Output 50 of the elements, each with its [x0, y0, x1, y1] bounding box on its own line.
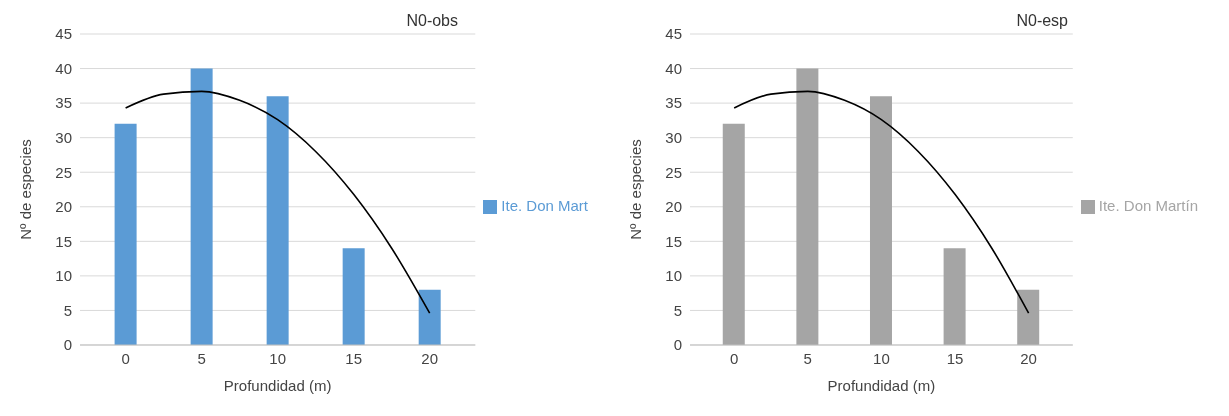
y-tick-label: 20 [665, 198, 682, 216]
bar [796, 68, 819, 345]
legend-label: Ite. Don Mart [501, 196, 588, 214]
x-tick-label: 10 [269, 349, 286, 367]
y-tick-label: 10 [55, 267, 72, 285]
chart-title: N0-esp [1016, 12, 1068, 30]
x-tick-label: 0 [121, 349, 130, 367]
x-tick-label: 5 [803, 349, 812, 367]
y-tick-label: 25 [665, 163, 682, 181]
bar [943, 248, 966, 345]
y-tick-label: 35 [665, 94, 682, 112]
y-tick-label: 40 [55, 59, 72, 77]
y-tick-label: 45 [665, 25, 682, 43]
legend-label: Ite. Don Martín [1098, 196, 1198, 214]
y-tick-label: 15 [665, 232, 682, 250]
y-tick-label: 35 [55, 94, 72, 112]
bar [342, 248, 365, 345]
line-series [124, 90, 431, 315]
y-tick-label: 30 [665, 128, 682, 146]
y-tick-label: 0 [63, 336, 72, 354]
y-tick-label: 45 [55, 25, 72, 43]
bar [190, 68, 213, 345]
y-tick-label: 10 [665, 267, 682, 285]
bar [722, 123, 745, 345]
y-axis-title: Nº de especies [627, 139, 645, 240]
x-tick-label: 20 [1020, 349, 1037, 367]
y-tick-label: 15 [55, 232, 72, 250]
bar [114, 123, 137, 345]
y-tick-label: 30 [55, 128, 72, 146]
x-tick-label: 10 [873, 349, 890, 367]
bar [1017, 289, 1040, 345]
x-tick-label: 15 [946, 349, 964, 367]
bar [266, 96, 289, 345]
x-tick-label: 5 [197, 349, 206, 367]
line-series [733, 90, 1030, 315]
y-axis-title: Nº de especies [17, 139, 35, 240]
y-tick-label: 5 [63, 301, 72, 319]
x-tick-label: 20 [421, 349, 439, 367]
chart-title: N0-obs [406, 12, 458, 30]
y-tick-label: 25 [55, 163, 72, 181]
x-axis-title: Profundidad (m) [223, 377, 332, 394]
y-tick-label: 40 [665, 59, 682, 77]
y-tick-label: 20 [55, 198, 72, 216]
bar [418, 289, 441, 345]
y-tick-label: 5 [673, 301, 682, 319]
y-tick-label: 0 [673, 336, 682, 354]
x-tick-label: 15 [345, 349, 363, 367]
x-tick-label: 0 [730, 349, 739, 367]
bar [869, 96, 892, 345]
x-axis-title: Profundidad (m) [827, 377, 936, 394]
